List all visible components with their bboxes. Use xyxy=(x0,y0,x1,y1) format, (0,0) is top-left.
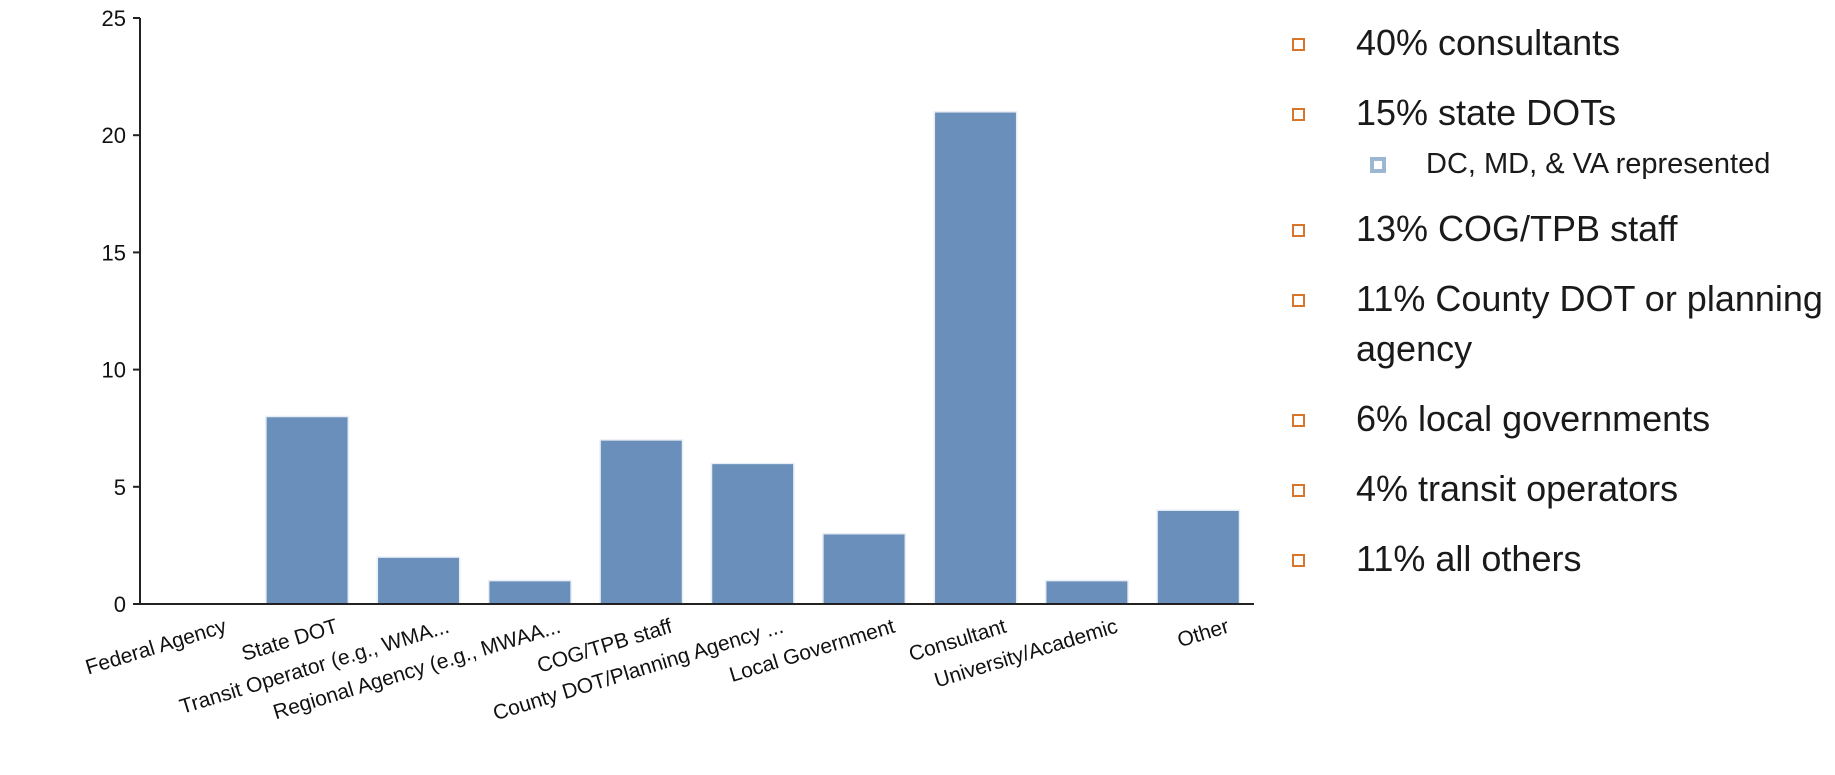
bullet-text: 13% COG/TPB staff xyxy=(1356,208,1678,249)
y-tick-label: 10 xyxy=(102,358,126,383)
bar-chart: 0 5 10 15 20 25 Federal Agency State DOTTransi… xyxy=(83,6,1254,726)
y-tick-label: 25 xyxy=(102,6,126,31)
y-tick-label: 0 xyxy=(114,592,126,617)
bullet-text: 11% all others xyxy=(1356,538,1582,579)
bar-3 xyxy=(487,579,572,605)
square-bullet-icon xyxy=(1292,108,1305,121)
bullet-item: 11% all others xyxy=(1290,534,1835,584)
y-tick-label: 20 xyxy=(102,123,126,148)
bullet-text: 15% state DOTs xyxy=(1356,92,1617,133)
bar-2 xyxy=(376,556,461,605)
square-bullet-icon xyxy=(1292,554,1305,567)
square-bullet-icon xyxy=(1292,294,1305,307)
square-bullet-icon xyxy=(1292,414,1305,427)
x-category-label: Federal Agency xyxy=(83,615,230,680)
bar-8 xyxy=(1044,579,1129,605)
square-bullet-icon xyxy=(1292,38,1305,51)
bar-4 xyxy=(599,439,684,605)
sub-bullet-item: DC, MD, & VA represented xyxy=(1290,144,1835,184)
summary-bullet-list: 40% consultants 15% state DOTs DC, MD, &… xyxy=(1290,18,1835,604)
bullet-text: 40% consultants xyxy=(1356,22,1621,63)
bullet-text: 6% local governments xyxy=(1356,398,1711,439)
y-tick-label: 5 xyxy=(114,475,126,500)
bullet-item: 6% local governments xyxy=(1290,394,1835,444)
bar-1 xyxy=(265,415,350,605)
x-category-label: Other xyxy=(1175,615,1232,652)
filled-square-bullet-icon xyxy=(1370,157,1386,173)
bar-5 xyxy=(710,462,795,605)
square-bullet-icon xyxy=(1292,224,1305,237)
bullet-text: 11% County DOT or planning agency xyxy=(1356,278,1823,369)
bullet-item: 15% state DOTs xyxy=(1290,88,1835,138)
bar-6 xyxy=(822,532,907,605)
bullet-item: 4% transit operators xyxy=(1290,464,1835,514)
bars-group xyxy=(265,111,1241,605)
bullet-item: 40% consultants xyxy=(1290,18,1835,68)
y-tick-label: 15 xyxy=(102,240,126,265)
square-bullet-icon xyxy=(1292,484,1305,497)
y-axis-ticks: 0 5 10 15 20 25 xyxy=(102,6,140,617)
bar-7 xyxy=(933,111,1018,605)
sub-bullet-text: DC, MD, & VA represented xyxy=(1426,148,1771,180)
bar-9 xyxy=(1156,509,1241,605)
bullet-item: 13% COG/TPB staff xyxy=(1290,204,1835,254)
x-category-label: University/Academic xyxy=(932,615,1121,693)
bullet-text: 4% transit operators xyxy=(1356,468,1679,509)
bullet-item: 11% County DOT or planning agency xyxy=(1290,274,1835,374)
